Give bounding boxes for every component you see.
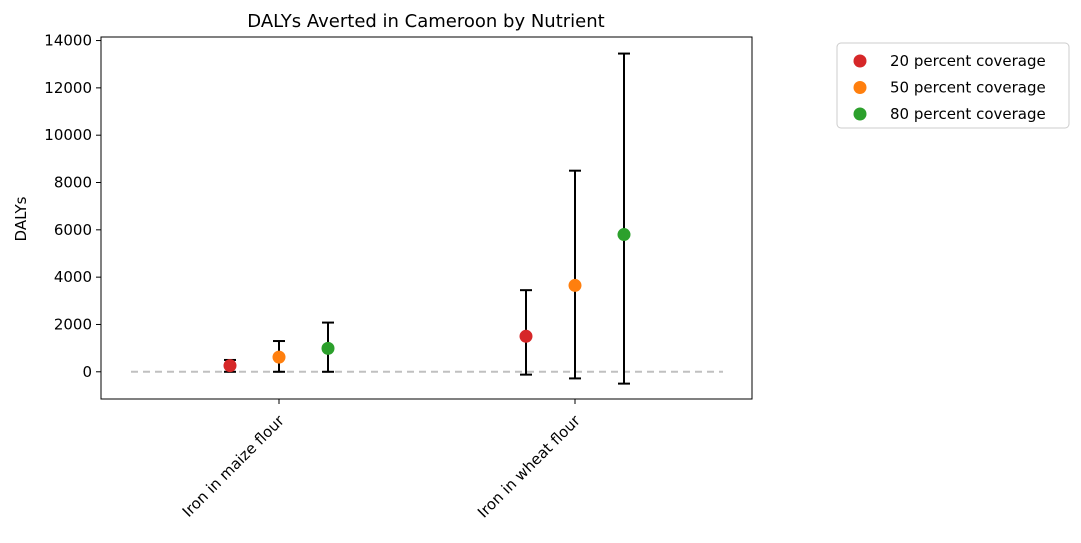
y-tick-label: 8000 xyxy=(54,174,92,192)
data-point xyxy=(321,341,335,355)
legend-label: 50 percent coverage xyxy=(890,79,1046,97)
y-tick-label: 12000 xyxy=(44,79,92,97)
y-tick-label: 4000 xyxy=(54,268,92,286)
data-point xyxy=(617,228,631,242)
legend-box xyxy=(836,42,1070,129)
y-tick-label: 2000 xyxy=(54,315,92,333)
legend: 20 percent coverage 50 percent coverage 80… xyxy=(836,42,1070,129)
legend-label: 20 percent coverage xyxy=(890,52,1046,70)
data-point xyxy=(568,278,582,292)
legend-marker xyxy=(853,107,867,121)
data-point xyxy=(223,359,237,373)
legend-marker xyxy=(853,81,867,94)
y-axis-label: DALYs xyxy=(12,196,30,241)
y-tick-label: 10000 xyxy=(44,126,92,144)
x-tick-label: Iron in wheat flour xyxy=(474,411,584,521)
y-tick-label: 6000 xyxy=(54,221,92,239)
chart-title: DALYs Averted in Cameroon by Nutrient xyxy=(247,11,604,32)
y-tick-label: 0 xyxy=(82,363,92,381)
plot-frame xyxy=(100,36,753,400)
legend-label: 80 percent coverage xyxy=(890,105,1046,123)
plot-area: 0 2000 4000 6000 8000 10000 12000 14000 Iron in … xyxy=(44,32,753,521)
data-point xyxy=(272,350,286,364)
x-tick-label: Iron in maize flour xyxy=(179,411,289,521)
data-point xyxy=(519,329,533,343)
legend-marker xyxy=(853,54,867,68)
y-tick-label: 14000 xyxy=(44,32,92,50)
